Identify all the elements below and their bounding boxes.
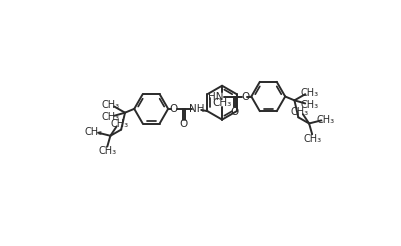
Text: O: O: [169, 104, 178, 114]
Text: CH₃: CH₃: [111, 119, 129, 129]
Text: HN: HN: [208, 92, 224, 102]
Text: CH₃: CH₃: [291, 107, 309, 117]
Text: O: O: [180, 119, 188, 129]
Text: CH₃: CH₃: [213, 98, 232, 108]
Text: NH: NH: [189, 104, 205, 114]
Text: CH₃: CH₃: [84, 127, 103, 137]
Text: CH₃: CH₃: [300, 100, 318, 110]
Text: CH₃: CH₃: [101, 100, 119, 110]
Text: CH₃: CH₃: [300, 88, 318, 98]
Text: O: O: [241, 92, 249, 102]
Text: CH₃: CH₃: [98, 146, 116, 156]
Text: CH₃: CH₃: [317, 115, 335, 125]
Text: CH₃: CH₃: [101, 112, 119, 122]
Text: CH₃: CH₃: [303, 134, 321, 144]
Text: O: O: [231, 107, 239, 117]
